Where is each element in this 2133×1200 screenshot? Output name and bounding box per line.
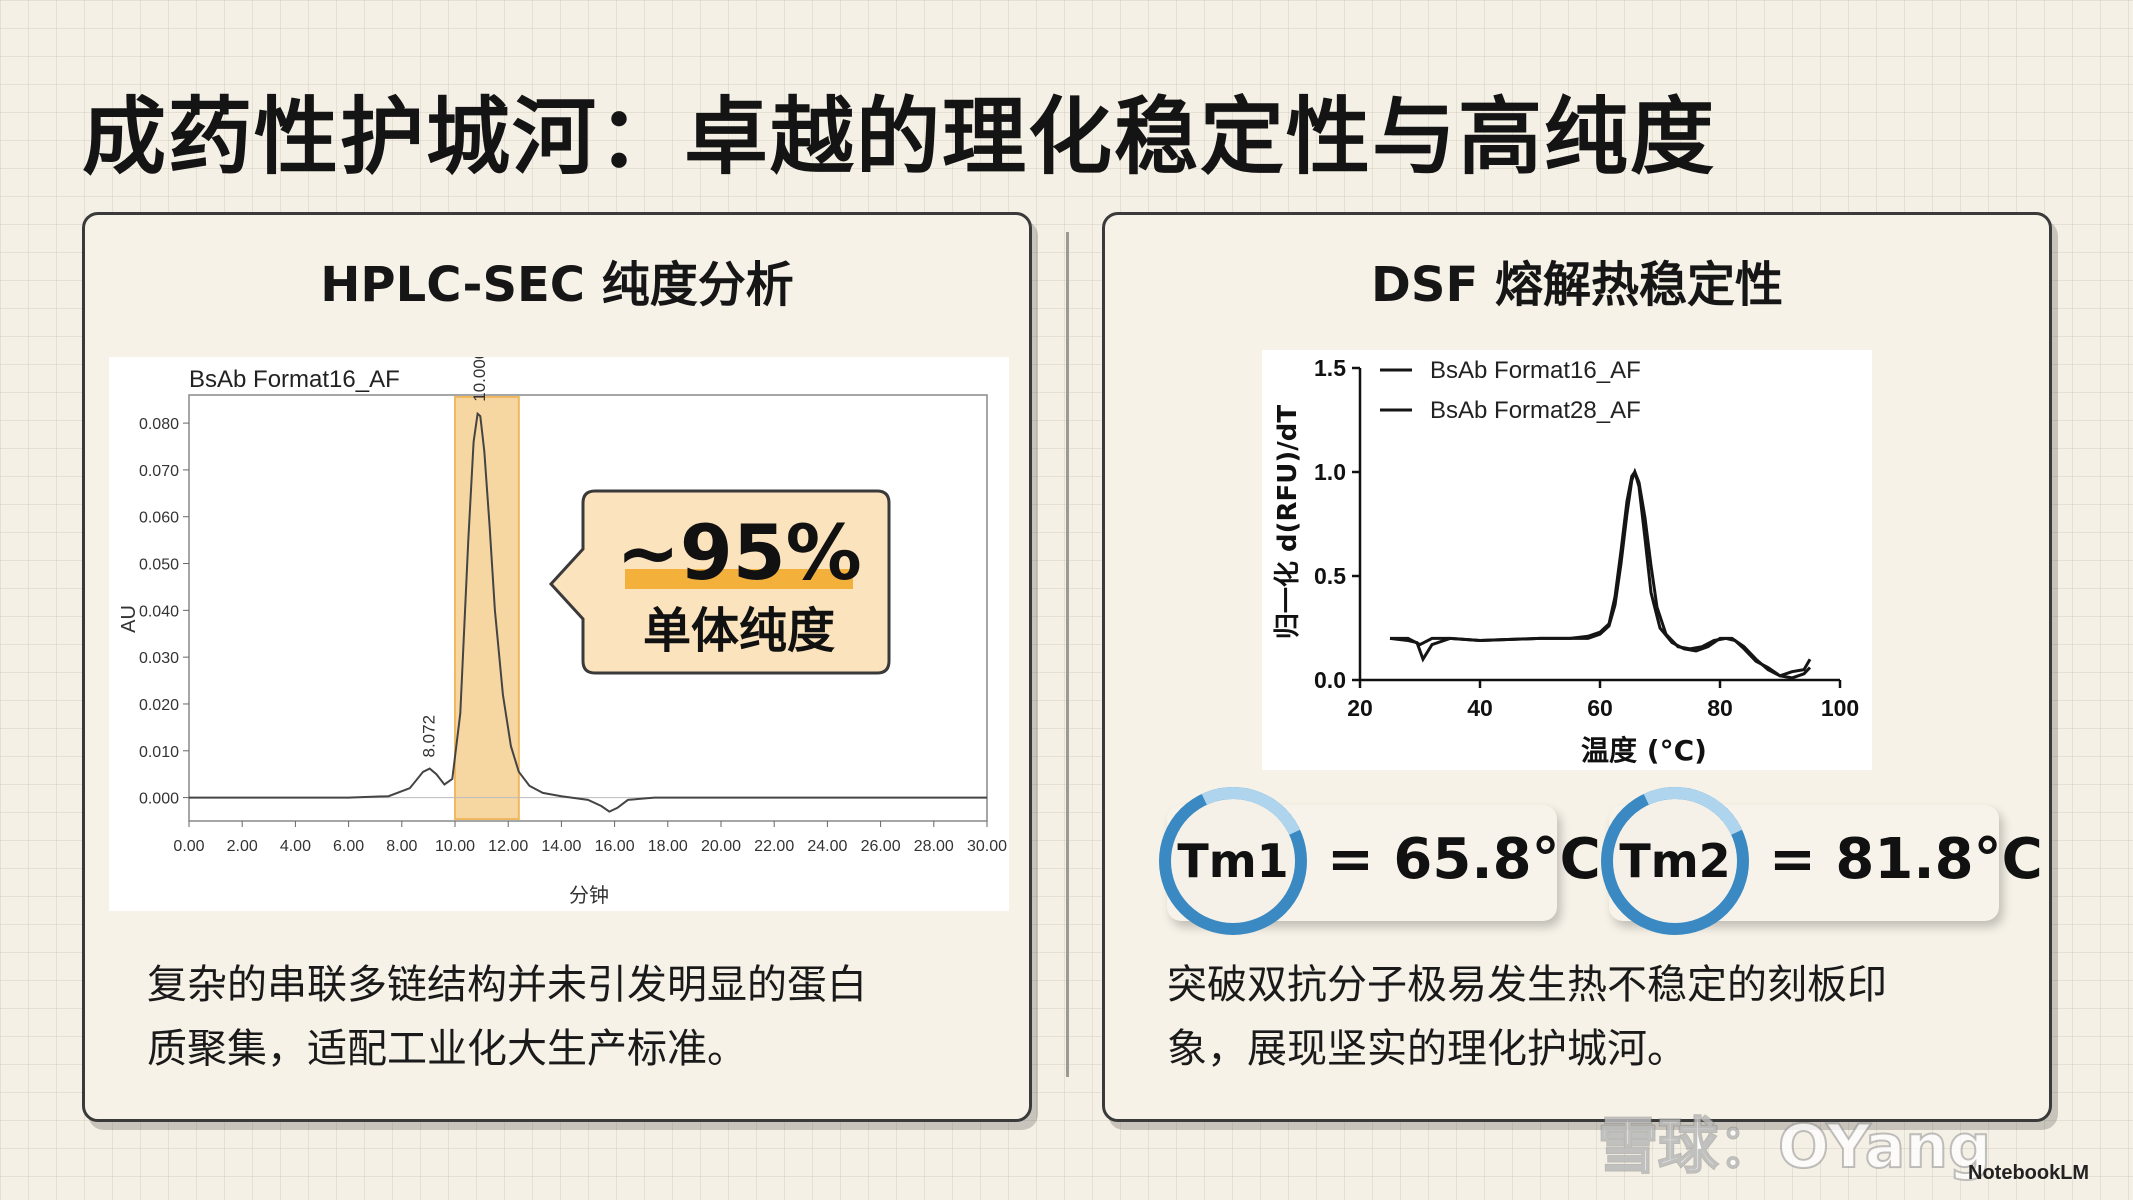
hplc-y-tick-label: 0.070 (139, 463, 179, 480)
hplc-panel-title: HPLC-SEC 纯度分析 (320, 257, 794, 313)
hplc-x-tick-label: 26.00 (861, 838, 901, 855)
dsf-x-tick-label: 100 (1821, 695, 1859, 721)
hplc-y-axis-label: AU (118, 605, 140, 633)
dsf-caption-line-2: 象，展现坚实的理化护城河。 (1167, 1026, 1687, 1072)
dsf-legend: BsAb Format16_AF BsAb Format28_AF (1380, 357, 1641, 424)
hplc-chart: 0.000 0.010 0.020 0.030 0.040 0.050 0.060 0.070… (109, 357, 1009, 911)
hplc-x-tick-label: 8.00 (386, 838, 417, 855)
hplc-y-tick-label: 0.030 (139, 650, 179, 667)
dsf-x-axis-label: 温度 (°C) (1581, 734, 1707, 767)
hplc-plot-frame (188, 394, 988, 822)
hplc-x-tick-label: 6.00 (333, 838, 364, 855)
callout-value: ~95% (616, 508, 862, 597)
tm1-badge: Tm1 = 65.8°C (1138, 766, 1601, 956)
tm1-value: = 65.8°C (1327, 827, 1601, 892)
hplc-x-tick-label: 22.00 (754, 838, 794, 855)
hplc-y-tick-label: 0.080 (139, 416, 179, 433)
dsf-x-tick-label: 40 (1467, 695, 1493, 721)
dsf-chart-svg: 0.0 0.5 1.0 1.5 20 40 60 80 100 BsAb Format16_AF… (1273, 355, 1859, 767)
tm1-label: Tm1 (1177, 834, 1289, 888)
hplc-x-tick-label: 18.00 (648, 838, 688, 855)
dsf-x-tick-label: 20 (1347, 695, 1373, 721)
hplc-x-tick-label: 16.00 (595, 838, 635, 855)
dsf-caption-line-1: 突破双抗分子极易发生热不稳定的刻板印 (1167, 962, 1887, 1008)
hplc-chart-title: BsAb Format16_AF (189, 366, 400, 393)
tm2-ring: Tm2 (1580, 766, 1770, 956)
tm2-label: Tm2 (1619, 834, 1731, 888)
hplc-y-tick-label: 0.050 (139, 557, 179, 574)
hplc-caption: 复杂的串联多链结构并未引发明显的蛋白 质聚集，适配工业化大生产标准。 (147, 953, 867, 1081)
purity-callout: ~95% 单体纯度 (548, 489, 891, 675)
tm2-badge: Tm2 = 81.8°C (1580, 766, 2043, 956)
tm2-value: = 81.8°C (1769, 827, 2043, 892)
hplc-x-tick-label: 4.00 (280, 838, 311, 855)
dsf-panel: DSF 熔解热稳定性 0.0 0.5 1.0 1.5 20 40 60 80 100 BsAb … (1102, 212, 2052, 1122)
dsf-y-axis-label: 归一化 d(RFU)/dT (1273, 405, 1303, 639)
dsf-caption: 突破双抗分子极易发生热不稳定的刻板印 象，展现坚实的理化护城河。 (1167, 953, 1887, 1081)
hplc-x-tick-label: 2.00 (227, 838, 258, 855)
hplc-x-tick-label: 30.00 (967, 838, 1007, 855)
hplc-caption-line-2: 质聚集，适配工业化大生产标准。 (147, 1026, 747, 1072)
hplc-y-tick-label: 0.060 (139, 510, 179, 527)
dsf-y-tick-label: 0.5 (1314, 563, 1346, 589)
dsf-x-tick-label: 80 (1707, 695, 1733, 721)
callout-label: 单体纯度 (643, 603, 835, 659)
dsf-x-tick-label: 60 (1587, 695, 1613, 721)
hplc-peak-label: 10.000 (470, 357, 489, 402)
hplc-x-tick-label: 12.00 (488, 838, 528, 855)
hplc-x-tick-label: 20.00 (701, 838, 741, 855)
dsf-series-line-format28 (1390, 467, 1812, 680)
hplc-caption-line-1: 复杂的串联多链结构并未引发明显的蛋白 (147, 962, 867, 1008)
hplc-y-tick-label: 0.020 (139, 697, 179, 714)
hplc-chart-svg: 0.000 0.010 0.020 0.030 0.040 0.050 0.060 0.070… (118, 357, 1007, 907)
watermark: 雪球：OYang (1597, 1111, 1992, 1183)
dsf-y-tick-label: 1.5 (1314, 355, 1346, 381)
hplc-x-tick-label: 10.00 (435, 838, 475, 855)
hplc-x-axis-label: 分钟 (569, 883, 609, 907)
callout-highlight-bar (625, 569, 853, 589)
hplc-y-tick-label: 0.010 (139, 744, 179, 761)
dsf-series-line-format16 (1389, 468, 1812, 678)
hplc-series-line (189, 411, 987, 813)
tm1-ring-arc (1138, 766, 1328, 956)
hplc-peak-label: 8.072 (419, 715, 438, 758)
dsf-y-tick-label: 0.0 (1314, 667, 1346, 693)
tm1-ring: Tm1 (1138, 766, 1328, 956)
legend-label-format16: BsAb Format16_AF (1430, 357, 1641, 384)
hplc-x-tick-label: 28.00 (914, 838, 954, 855)
dsf-chart: 0.0 0.5 1.0 1.5 20 40 60 80 100 BsAb Format16_AF… (1262, 350, 1872, 770)
panel-divider (1066, 232, 1069, 1077)
page-title: 成药性护城河：卓越的理化稳定性与高纯度 (82, 88, 1717, 186)
hplc-x-tick-label: 14.00 (541, 838, 581, 855)
tm2-ring-arc (1580, 766, 1770, 956)
hplc-x-tick-label: 0.00 (173, 838, 204, 855)
hplc-x-tick-label: 24.00 (807, 838, 847, 855)
dsf-y-tick-label: 1.0 (1314, 459, 1346, 485)
hplc-panel: HPLC-SEC 纯度分析 0.000 0.010 0.020 0.030 0.040 0… (82, 212, 1032, 1122)
hplc-y-tick-label: 0.000 (139, 791, 179, 808)
notebooklm-brand: NotebookLM (1968, 1162, 2090, 1184)
dsf-panel-title: DSF 熔解热稳定性 (1371, 257, 1783, 313)
legend-label-format28: BsAb Format28_AF (1430, 397, 1641, 424)
hplc-y-tick-label: 0.040 (139, 603, 179, 620)
